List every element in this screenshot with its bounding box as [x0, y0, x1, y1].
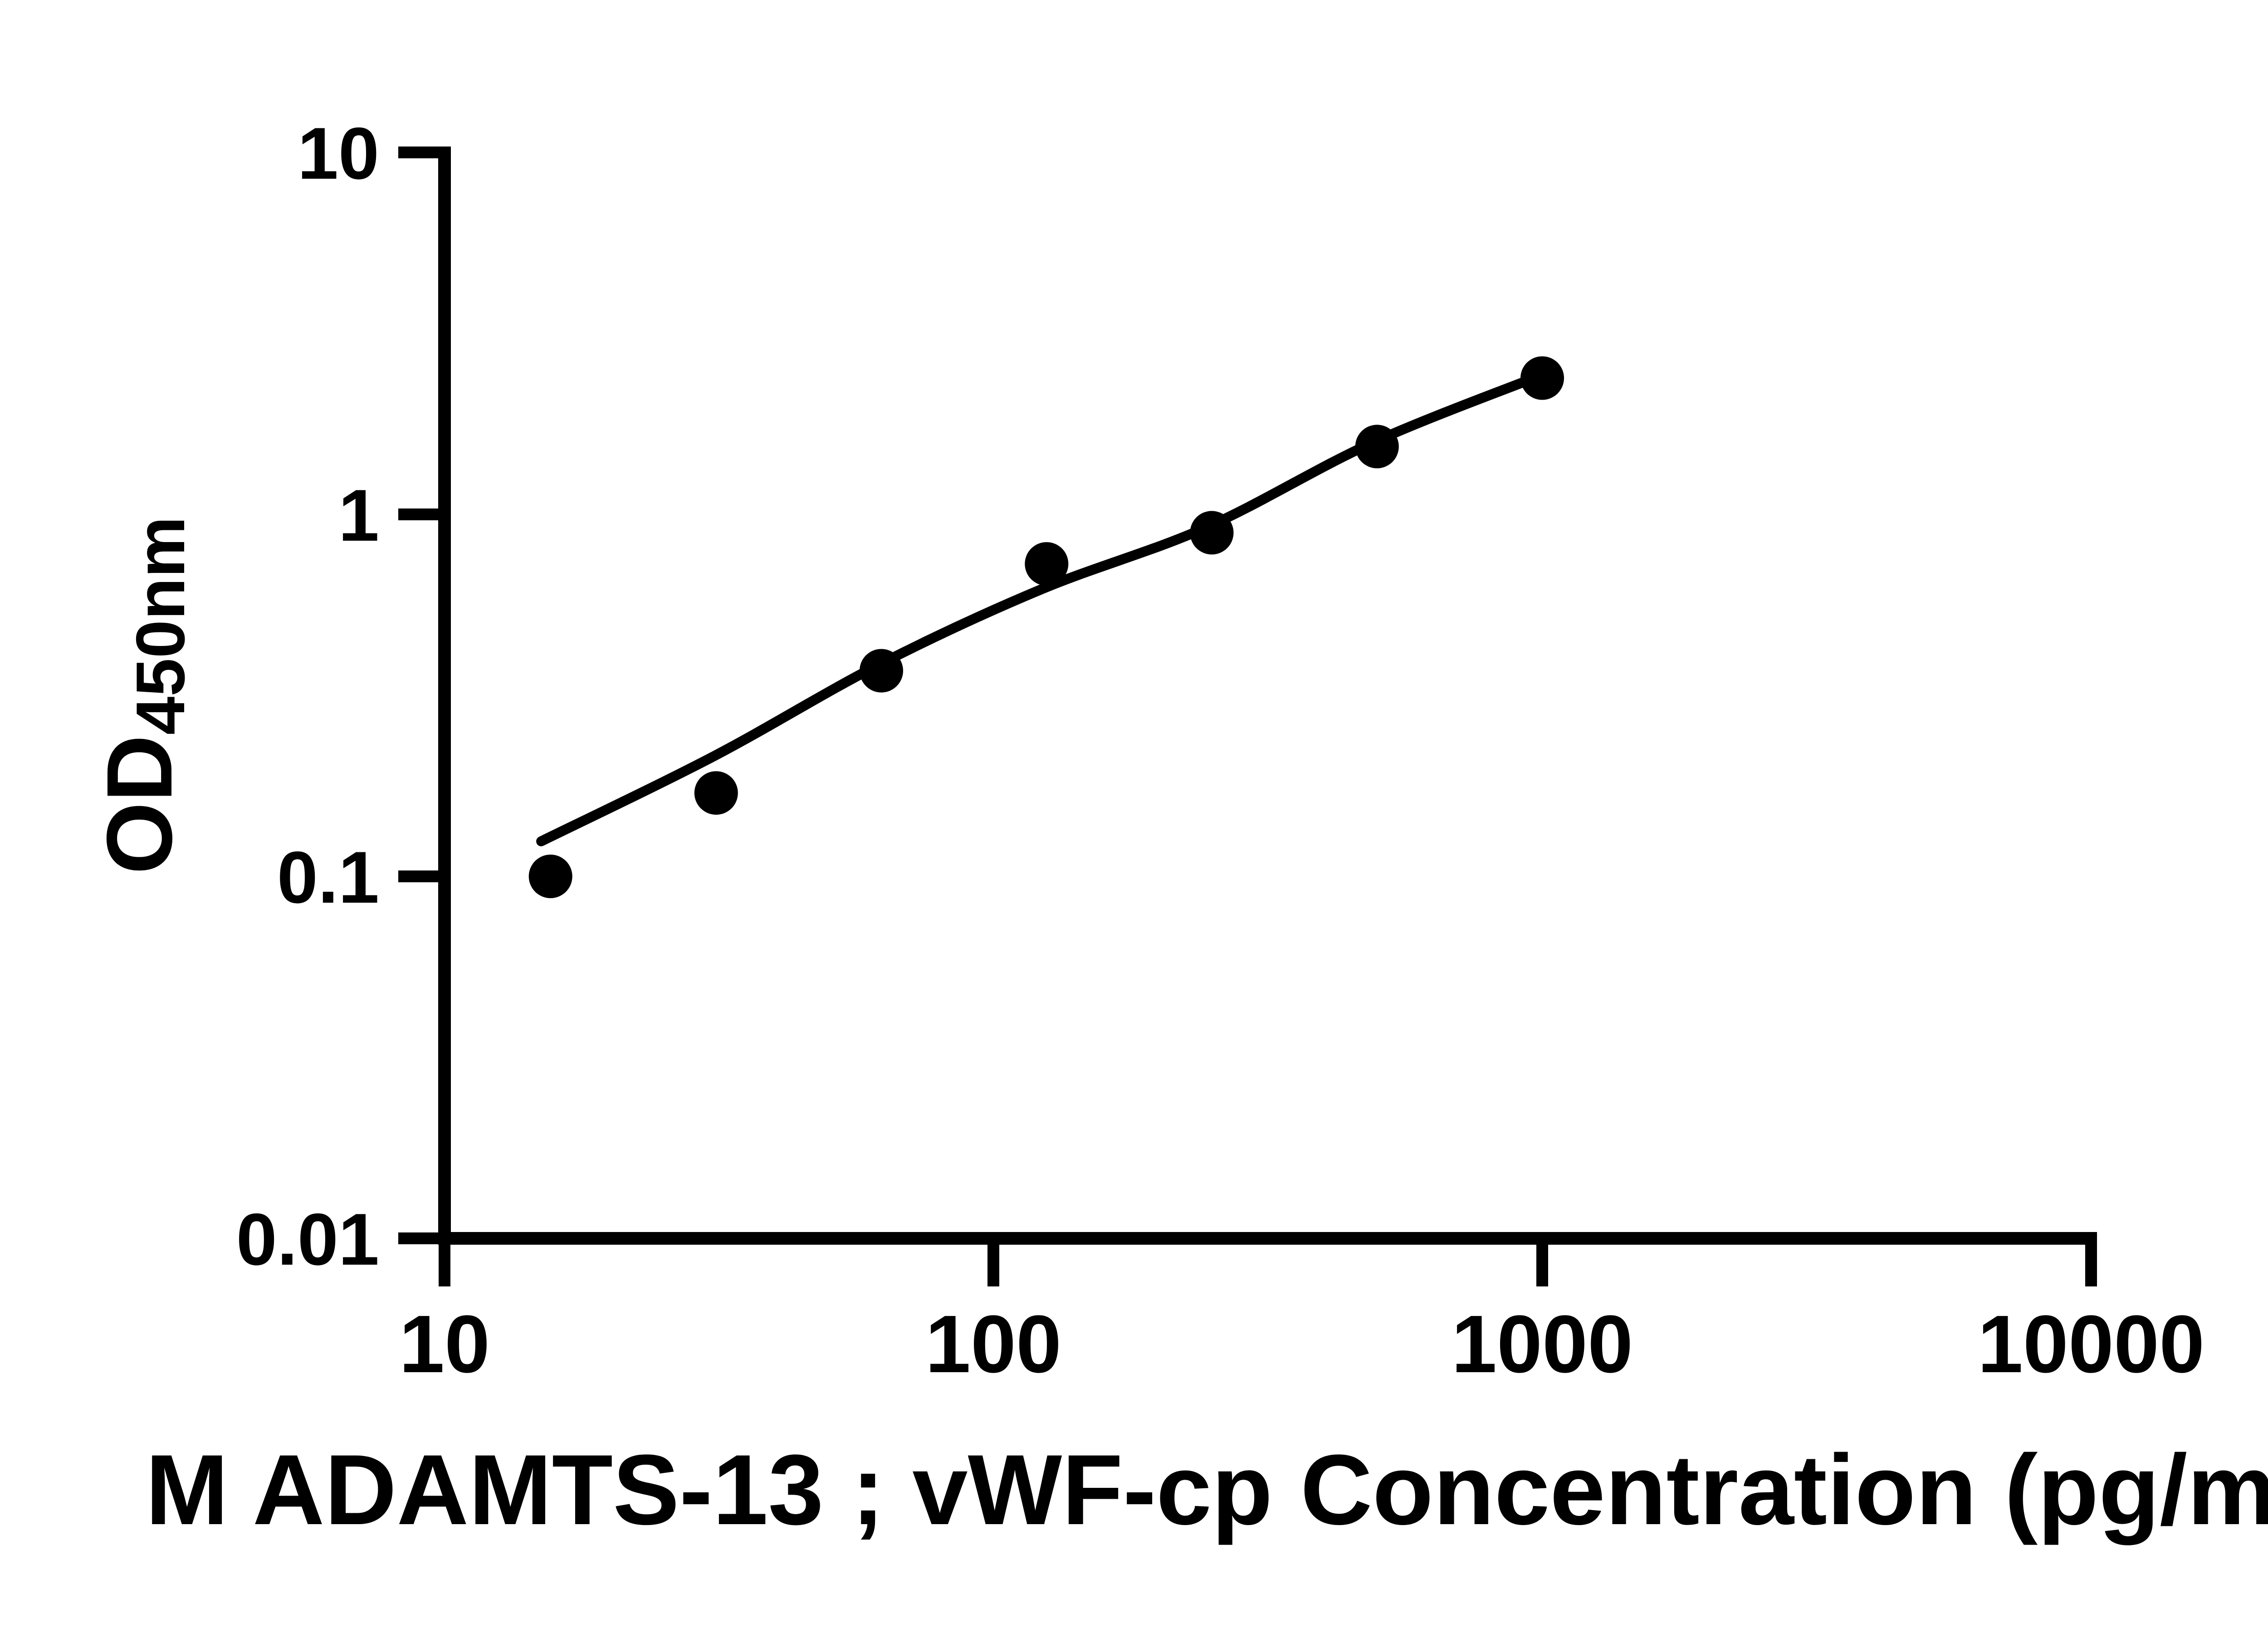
data-point [694, 771, 738, 815]
ticks-layer [398, 147, 2097, 1286]
y-axis-title-main: OD [88, 735, 191, 875]
x-tick-label: 100 [925, 1299, 1061, 1390]
y-tick-label: 0.1 [277, 836, 379, 919]
y-axis-title-subscript: 450nm [122, 516, 199, 735]
points-layer [528, 356, 1564, 898]
data-point [528, 855, 572, 898]
data-point [1190, 511, 1234, 555]
data-point [1025, 542, 1069, 586]
y-tick-label: 10 [298, 112, 379, 195]
y-tick-label: 0.01 [236, 1198, 379, 1281]
data-point [860, 649, 903, 693]
data-point [1520, 356, 1564, 400]
y-axis-title: OD450nm [88, 516, 199, 874]
axes-layer [438, 147, 2097, 1245]
y-tick-label: 1 [338, 474, 379, 557]
x-tick-label: 10 [399, 1299, 490, 1390]
data-point [1355, 425, 1399, 469]
x-tick-label: 10000 [1978, 1299, 2205, 1390]
x-tick-label: 1000 [1452, 1299, 1633, 1390]
x-axis-title: M ADAMTS-13 ; vWF-cp Concentration (pg/m… [146, 1434, 2268, 1545]
